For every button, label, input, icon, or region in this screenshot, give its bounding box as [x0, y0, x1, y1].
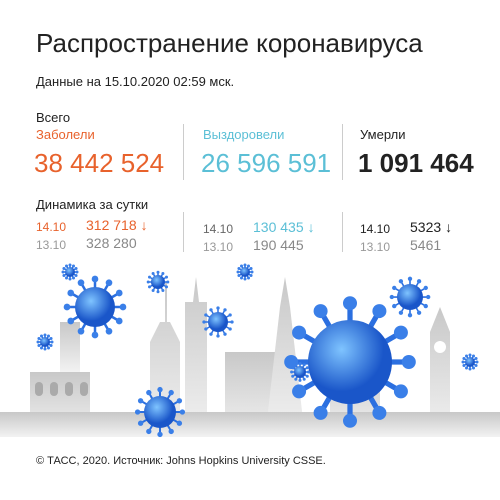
divider: [342, 124, 343, 180]
recovered-value: 26 596 591: [201, 148, 332, 178]
value: 5323: [410, 219, 442, 235]
date: 14.10: [203, 222, 234, 236]
virus: [134, 386, 186, 438]
virus: [461, 353, 479, 371]
divider: [342, 212, 343, 252]
daily-value: 190 445: [253, 237, 304, 253]
divider: [183, 212, 184, 252]
daily-value: 328 280: [86, 235, 137, 251]
value: 130 435: [253, 219, 304, 235]
title: Распространение коронавируса: [36, 28, 423, 58]
virus: [61, 263, 79, 281]
cases-value: 38 442 524: [34, 148, 165, 178]
virus: [290, 362, 310, 382]
cases-label: Заболели: [36, 127, 95, 142]
date: 13.10: [203, 240, 234, 254]
virus: [236, 263, 254, 281]
down-arrow: ↓: [140, 217, 148, 233]
date: 14.10: [36, 220, 67, 234]
subtitle: Данные на 15.10.2020 02:59 мск.: [36, 74, 235, 89]
skyline: [0, 277, 500, 437]
daily-label: Динамика за сутки: [36, 197, 149, 212]
daily-value: 312 718 ↓: [86, 217, 148, 233]
down-arrow: ↓: [445, 219, 453, 235]
date: 13.10: [36, 238, 67, 252]
deaths-label: Умерли: [360, 127, 406, 142]
deaths-value: 1 091 464: [358, 148, 474, 178]
value: 312 718: [86, 217, 137, 233]
totals-label: Всего: [36, 110, 71, 125]
virus: [63, 275, 127, 339]
daily-value: 130 435 ↓: [253, 219, 315, 235]
daily-value: 5461: [410, 237, 442, 253]
colosseum-arches: [35, 341, 446, 396]
virus: [284, 296, 416, 428]
virus: [389, 276, 431, 318]
virus: [202, 306, 234, 338]
daily-value: 5323 ↓: [410, 219, 452, 235]
date: 14.10: [360, 222, 391, 236]
virus: [146, 270, 170, 294]
down-arrow: ↓: [307, 219, 315, 235]
recovered-label: Выздоровели: [203, 127, 285, 142]
divider: [183, 124, 184, 180]
footer: © ТАСС, 2020. Источник: Johns Hopkins Un…: [36, 455, 326, 467]
illustration: [0, 263, 500, 438]
date: 13.10: [360, 240, 391, 254]
virus: [36, 333, 54, 351]
